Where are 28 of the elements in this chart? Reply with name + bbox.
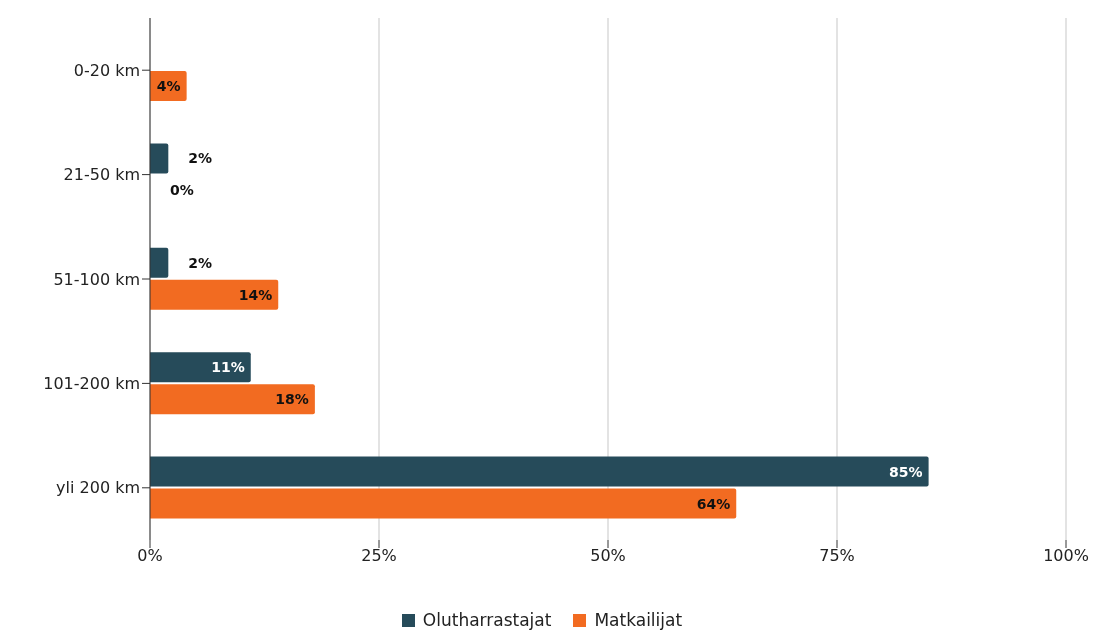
data-label: 0% [170, 182, 194, 199]
data-label: 85% [889, 463, 923, 480]
y-tick-label: 101-200 km [43, 374, 140, 394]
legend-label: Olutharrastajat [422, 610, 552, 630]
bar [150, 352, 251, 383]
data-label: 4% [156, 77, 181, 94]
y-tick-label: 21-50 km [63, 165, 140, 185]
y-tick-label: yli 200 km [56, 478, 140, 498]
bar [150, 279, 279, 310]
x-tick-label: 50% [590, 546, 626, 566]
x-tick-label: 75% [819, 546, 855, 566]
data-label: 11% [211, 359, 245, 376]
x-tick-label: 0% [137, 546, 163, 566]
bar [150, 384, 315, 415]
legend-label: Matkailijat [594, 610, 683, 630]
x-tick-label: 100% [1043, 546, 1089, 566]
y-tick-label: 0-20 km [73, 60, 140, 80]
bar [150, 247, 169, 278]
bar [150, 488, 737, 519]
bar [150, 456, 929, 487]
data-label: 2% [188, 254, 213, 271]
data-label: 18% [275, 391, 309, 408]
data-label: 2% [188, 150, 213, 167]
bar [150, 143, 169, 174]
data-label: 14% [238, 286, 273, 303]
x-tick-label: 25% [361, 546, 397, 566]
data-label: 64% [696, 495, 731, 512]
y-tick-label: 51-100 km [53, 269, 140, 289]
